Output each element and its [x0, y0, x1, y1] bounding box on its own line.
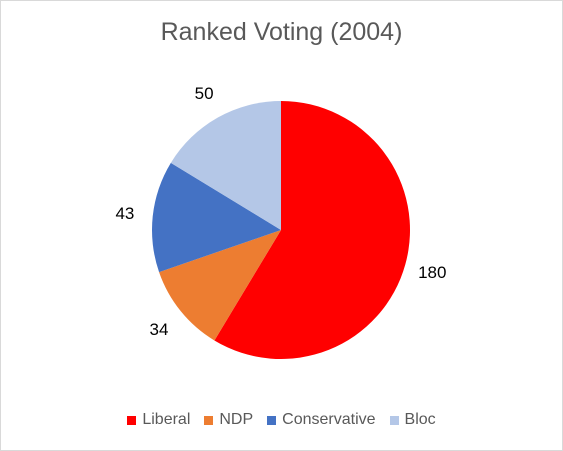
legend-item-ndp: NDP — [204, 411, 253, 429]
data-label-liberal: 180 — [418, 263, 446, 282]
data-label-ndp: 34 — [150, 320, 169, 339]
legend-item-liberal: Liberal — [127, 411, 190, 429]
legend-label-ndp: NDP — [219, 411, 254, 428]
legend-label-liberal: Liberal — [142, 411, 191, 428]
legend-label-conservative: Conservative — [282, 411, 376, 428]
legend-item-conservative: Conservative — [267, 411, 376, 429]
pie-slice-ndp — [159, 230, 281, 341]
pie-data-labels: 180 34 43 50 — [115, 84, 446, 339]
legend-swatch-ndp — [204, 415, 214, 425]
data-label-conservative: 43 — [115, 204, 134, 223]
chart-legend: Liberal NDP Conservative Bloc — [0, 408, 563, 432]
legend-swatch-bloc — [389, 415, 399, 425]
legend-swatch-liberal — [127, 415, 137, 425]
legend-swatch-conservative — [267, 415, 277, 425]
pie-slices — [152, 101, 411, 359]
pie-slice-bloc — [170, 101, 281, 230]
legend-label-bloc: Bloc — [404, 411, 436, 428]
pie-slice-conservative — [152, 162, 281, 273]
data-label-bloc: 50 — [195, 84, 214, 103]
chart-title: Ranked Voting (2004) — [160, 18, 403, 46]
pie-slice-liberal — [214, 101, 411, 359]
legend-item-bloc: Bloc — [389, 411, 436, 429]
